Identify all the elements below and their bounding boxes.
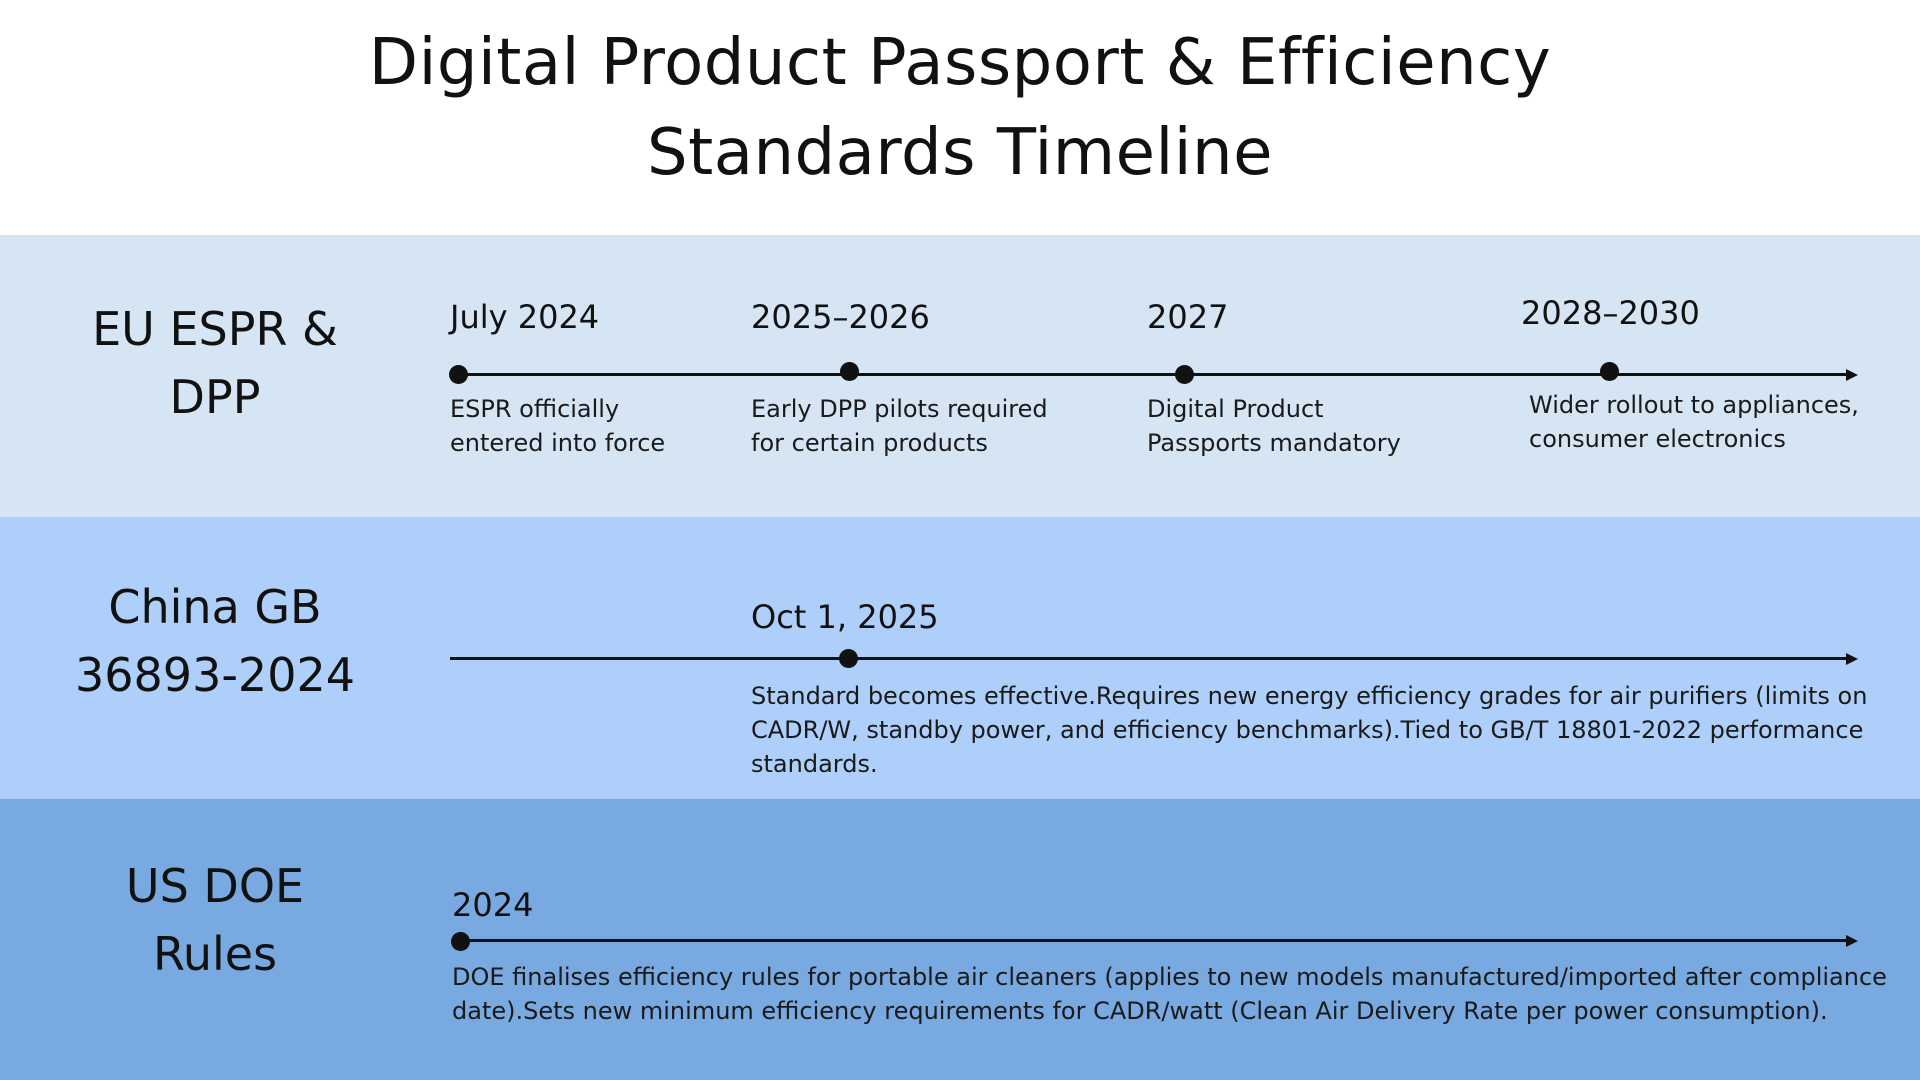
event-date-us-1: 2024 [452,886,534,924]
event-desc-eu-4-line-1: Wider rollout to appliances, [1529,391,1859,419]
event-date-eu-4: 2028–2030 [1521,294,1700,332]
timeline-dot-eu-2 [840,362,859,381]
band-label-eu-line-1: EU ESPR & [92,302,338,356]
band-eu-espr-dpp: EU ESPR & DPP July 2024 ESPR officially … [0,235,1920,517]
page-title-line-2: Standards Timeline [647,116,1273,190]
event-desc-us-1-line-2: date).Sets new minimum efficiency requir… [452,997,1828,1025]
event-desc-eu-1-line-2: entered into force [450,429,666,457]
timeline-dot-eu-1 [449,365,468,384]
event-desc-eu-2: Early DPP pilots required for certain pr… [751,392,1048,460]
band-label-us-line-2: Rules [152,927,278,981]
timeline-dot-eu-4 [1600,362,1619,381]
event-desc-eu-1: ESPR officially entered into force [450,392,665,460]
timeline-axis-china [450,657,1848,660]
event-desc-eu-2-line-2: for certain products [751,429,988,457]
event-desc-china-1-line-3: standards. [751,750,878,778]
event-desc-us-1-line-1: DOE finalises efficiency rules for porta… [452,963,1887,991]
event-desc-us-1: DOE finalises efficiency rules for porta… [452,960,1912,1028]
timeline-axis-us [452,939,1848,942]
band-label-us-line-1: US DOE [125,859,305,913]
band-label-eu: EU ESPR & DPP [40,295,390,431]
page-title-line-1: Digital Product Passport & Efficiency [368,26,1552,100]
band-label-china-line-1: China GB [108,580,322,634]
event-desc-eu-2-line-1: Early DPP pilots required [751,395,1048,423]
timeline-arrow-china-icon [1846,652,1858,665]
event-date-china-1: Oct 1, 2025 [751,598,939,636]
band-us-doe: US DOE Rules 2024 DOE finalises efficien… [0,799,1920,1080]
event-desc-eu-3-line-1: Digital Product [1147,395,1324,423]
event-desc-china-1-line-2: CADR/W, standby power, and efficiency be… [751,716,1864,744]
timeline-axis-eu [450,373,1848,376]
timeline-arrow-eu-icon [1846,368,1858,381]
band-label-us: US DOE Rules [40,852,390,988]
event-date-eu-1: July 2024 [450,298,600,336]
event-desc-eu-3: Digital Product Passports mandatory [1147,392,1401,460]
band-label-china-line-2: 36893-2024 [75,648,355,702]
timeline-dot-eu-3 [1175,365,1194,384]
event-desc-eu-3-line-2: Passports mandatory [1147,429,1401,457]
timeline-arrow-us-icon [1846,934,1858,947]
band-label-china: China GB 36893-2024 [40,573,390,709]
page-title: Digital Product Passport & Efficiency St… [0,18,1920,198]
event-desc-eu-4: Wider rollout to appliances, consumer el… [1529,388,1859,456]
event-desc-eu-1-line-1: ESPR officially [450,395,620,423]
timeline-dot-us-1 [451,932,470,951]
timeline-dot-china-1 [839,649,858,668]
event-desc-china-1: Standard becomes effective.Requires new … [751,679,1891,781]
band-label-eu-line-2: DPP [169,370,261,424]
event-date-eu-2: 2025–2026 [751,298,930,336]
event-desc-china-1-line-1: Standard becomes effective.Requires new … [751,682,1868,710]
event-desc-eu-4-line-2: consumer electronics [1529,425,1786,453]
band-china-gb: China GB 36893-2024 Oct 1, 2025 Standard… [0,517,1920,799]
event-date-eu-3: 2027 [1147,298,1229,336]
